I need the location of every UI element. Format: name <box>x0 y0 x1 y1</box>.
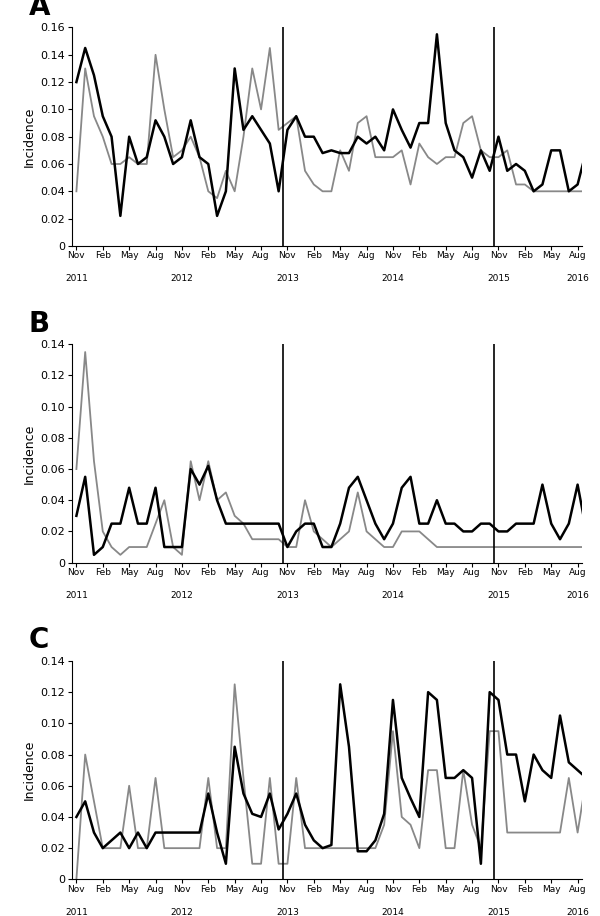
Text: B: B <box>29 310 50 338</box>
Text: 2013: 2013 <box>276 908 299 916</box>
Text: 2016: 2016 <box>566 274 589 283</box>
Text: 2012: 2012 <box>170 274 193 283</box>
Text: C: C <box>29 627 49 654</box>
Text: A: A <box>29 0 50 21</box>
Text: 2014: 2014 <box>382 274 404 283</box>
Text: 2012: 2012 <box>170 591 193 600</box>
Text: 2011: 2011 <box>65 274 88 283</box>
Y-axis label: Incidence: Incidence <box>23 740 36 801</box>
Text: 2016: 2016 <box>566 908 589 916</box>
Text: 2016: 2016 <box>566 591 589 600</box>
Text: 2011: 2011 <box>65 908 88 916</box>
Y-axis label: Incidence: Incidence <box>23 106 36 167</box>
Text: 2015: 2015 <box>487 591 510 600</box>
Text: 2014: 2014 <box>382 908 404 916</box>
Text: 2014: 2014 <box>382 591 404 600</box>
Y-axis label: Incidence: Incidence <box>23 423 36 484</box>
Text: 2013: 2013 <box>276 274 299 283</box>
Text: 2015: 2015 <box>487 274 510 283</box>
Text: 2011: 2011 <box>65 591 88 600</box>
Text: 2013: 2013 <box>276 591 299 600</box>
Text: 2012: 2012 <box>170 908 193 916</box>
Text: 2015: 2015 <box>487 908 510 916</box>
